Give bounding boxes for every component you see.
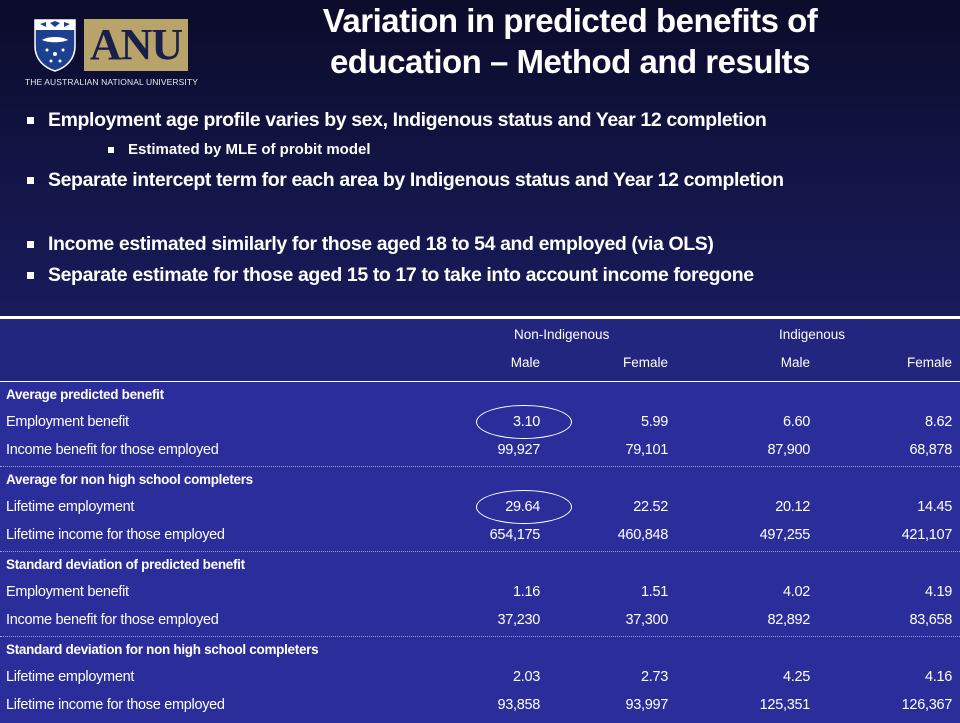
slide-title: Variation in predicted benefits of educa…	[230, 0, 910, 82]
column-header: Male	[510, 355, 540, 370]
table-row: Lifetime income for those employed 654,1…	[0, 522, 960, 550]
results-table: Non-Indigenous Indigenous Male Female Ma…	[0, 316, 960, 723]
column-header: Female	[906, 355, 952, 370]
table-cell: 1.16	[512, 584, 540, 600]
table-cell: 4.19	[924, 584, 952, 600]
bullet-square-icon	[108, 147, 114, 153]
anu-logo: ANU THE AUSTRALIAN NATIONAL UNIVERSITY	[22, 16, 198, 94]
table-cell: 20.12	[775, 499, 810, 515]
table-row: Lifetime income for those employed 93,85…	[0, 692, 960, 720]
bullet-square-icon	[27, 117, 34, 124]
table-row: Employment benefit 1.16 1.51 4.02 4.19	[0, 579, 960, 607]
table-cell: 4.02	[782, 584, 810, 600]
table-cell: 93,858	[497, 697, 540, 713]
crest-icon	[34, 19, 76, 72]
table-cell: 93,997	[625, 697, 668, 713]
section-heading-row: Standard deviation of predicted benefit	[0, 552, 960, 580]
section-heading: Average predicted benefit	[6, 387, 164, 402]
table-cell: 4.25	[782, 669, 810, 685]
row-label: Lifetime income for those employed	[6, 697, 225, 713]
group-header-non-indigenous: Non-Indigenous	[514, 327, 610, 342]
table-cell: 460,848	[617, 527, 669, 543]
table-cell: 37,300	[625, 612, 668, 628]
bullet-square-icon	[27, 177, 34, 184]
sub-bullet-item: Estimated by MLE of probit model	[128, 141, 371, 158]
table-cell: 14.45	[917, 499, 952, 515]
table-cell: 654,175	[489, 527, 541, 543]
section-divider	[0, 551, 960, 552]
group-header-indigenous: Indigenous	[779, 327, 846, 342]
row-label: Lifetime income for those employed	[6, 527, 225, 543]
section-heading-row: Average for non high school completers	[0, 467, 960, 495]
section-heading-row: Standard deviation for non high school c…	[0, 637, 960, 665]
row-label: Employment benefit	[6, 414, 129, 430]
section-heading: Standard deviation of predicted benefit	[6, 557, 245, 572]
row-label: Income benefit for those employed	[6, 612, 219, 628]
table-cell: 497,255	[759, 527, 811, 543]
section-divider	[0, 636, 960, 637]
table-cell: 421,107	[901, 527, 953, 543]
bullet-item: Separate intercept term for each area by…	[48, 169, 784, 191]
table-cell: 4.16	[924, 669, 952, 685]
table-row: Lifetime employment 2.03 2.73 4.25 4.16	[0, 664, 960, 692]
section-heading: Standard deviation for non high school c…	[6, 642, 319, 657]
column-header: Male	[780, 355, 810, 370]
bullet-item: Separate estimate for those aged 15 to 1…	[48, 264, 754, 286]
bullet-item: Income estimated similarly for those age…	[48, 233, 714, 255]
university-name: THE AUSTRALIAN NATIONAL UNIVERSITY	[25, 77, 198, 87]
section-divider	[0, 466, 960, 467]
table-cell: 5.99	[640, 414, 668, 430]
anu-badge: ANU	[84, 19, 188, 71]
highlight-circle	[476, 405, 572, 439]
row-label: Lifetime employment	[6, 669, 135, 685]
table-cell: 126,367	[901, 697, 953, 713]
table-cell: 125,351	[759, 697, 811, 713]
table-cell: 82,892	[767, 612, 810, 628]
table-cell: 2.73	[640, 669, 668, 685]
table-cell: 87,900	[767, 442, 810, 458]
section-heading-row: Average predicted benefit	[0, 382, 960, 410]
table-cell: 1.51	[640, 584, 668, 600]
table-cell: 22.52	[633, 499, 668, 515]
title-line-2: education – Method and results	[329, 43, 811, 80]
table-row: Income benefit for those employed 37,230…	[0, 607, 960, 635]
row-label: Employment benefit	[6, 584, 129, 600]
bullet-square-icon	[27, 272, 34, 279]
table-cell: 99,927	[497, 442, 540, 458]
column-header: Female	[622, 355, 668, 370]
table-cell: 2.03	[512, 669, 540, 685]
row-label: Income benefit for those employed	[6, 442, 219, 458]
table-cell: 37,230	[497, 612, 540, 628]
row-label: Lifetime employment	[6, 499, 135, 515]
table-cell: 79,101	[625, 442, 668, 458]
table-cell: 6.60	[782, 414, 810, 430]
table-cell: 8.62	[924, 414, 952, 430]
table-cell: 68,878	[909, 442, 952, 458]
table-row: Income benefit for those employed 99,927…	[0, 437, 960, 465]
table-cell: 83,658	[909, 612, 952, 628]
bullet-item: Employment age profile varies by sex, In…	[48, 109, 767, 131]
title-line-1: Variation in predicted benefits of	[322, 2, 818, 39]
table-header: Non-Indigenous Indigenous Male Female Ma…	[0, 319, 960, 382]
highlight-circle	[476, 490, 572, 524]
section-heading: Average for non high school completers	[6, 472, 253, 487]
bullet-square-icon	[27, 241, 34, 248]
